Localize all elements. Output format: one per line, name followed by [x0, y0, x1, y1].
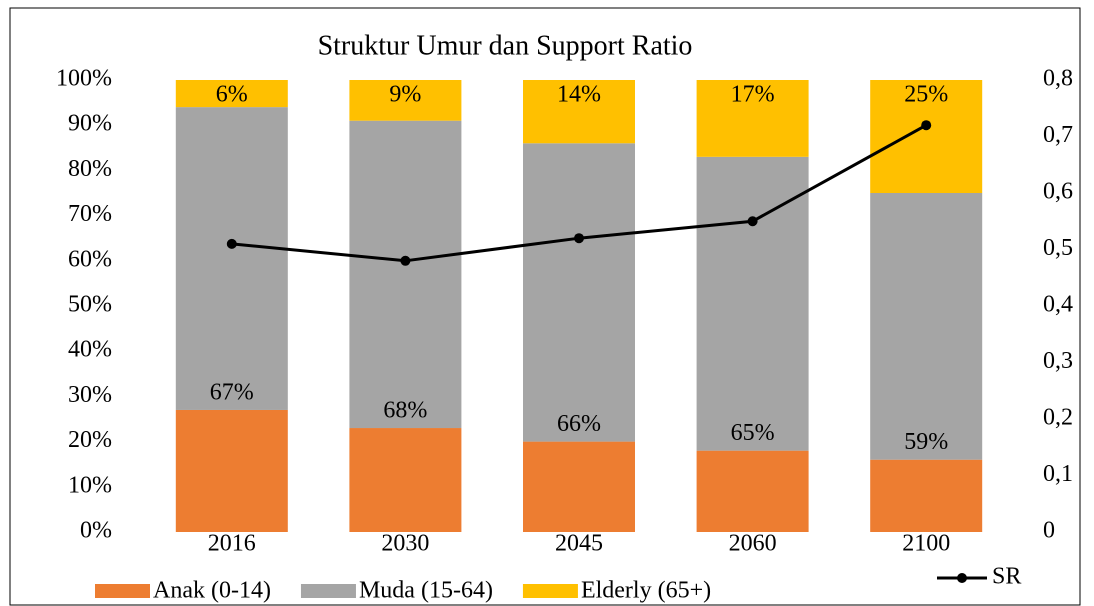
y2-tick-label: 0,1: [1043, 461, 1073, 487]
bar-segment: [870, 80, 983, 193]
bar-segment: [349, 428, 462, 532]
bar-segment: [523, 441, 635, 532]
x-tick-label: 2045: [555, 531, 603, 557]
data-label: 25%: [904, 82, 948, 108]
y-tick-label: 80%: [68, 156, 112, 182]
sr-marker: [400, 255, 411, 266]
y2-tick-label: 0,7: [1043, 122, 1073, 148]
y2-tick-label: 0,2: [1043, 405, 1073, 431]
bar-segment: [696, 80, 809, 157]
data-label: 59%: [904, 429, 948, 455]
legend-swatch: [522, 584, 578, 598]
bar-segment: [523, 80, 635, 144]
x-tick-label: 2016: [208, 531, 256, 557]
y-tick-label: 40%: [68, 337, 112, 363]
sr-marker: [921, 120, 932, 131]
y-tick-label: 100%: [56, 66, 112, 92]
y2-tick-label: 0,4: [1043, 292, 1073, 318]
sr-marker: [747, 216, 758, 227]
x-tick-label: 2100: [902, 531, 950, 557]
data-label: 65%: [731, 420, 775, 446]
data-label: 66%: [557, 411, 601, 437]
x-tick-label: 2060: [729, 531, 777, 557]
bar-segment: [696, 450, 809, 532]
bar-segment: [349, 80, 462, 121]
y-tick-label: 50%: [68, 292, 112, 318]
legend-swatch: [300, 584, 356, 598]
sr-marker: [226, 238, 237, 249]
legend-label: Elderly (65+): [581, 578, 711, 604]
data-label: 6%: [216, 82, 248, 108]
bar-segment: [696, 156, 809, 451]
y-tick-label: 70%: [68, 201, 112, 227]
bar-segment: [870, 193, 983, 460]
sr-marker: [574, 233, 584, 244]
chart-title: Struktur Umur dan Support Ratio: [318, 30, 693, 61]
y-tick-label: 20%: [68, 427, 112, 453]
data-label: 14%: [557, 82, 601, 108]
data-label: 68%: [383, 398, 427, 424]
legend-swatch: [95, 584, 150, 598]
data-label: 67%: [210, 379, 254, 405]
y-tick-label: 10%: [68, 472, 112, 498]
y2-tick-label: 0,5: [1043, 235, 1073, 261]
y-tick-label: 30%: [68, 382, 112, 408]
legend-label: Anak (0-14): [153, 578, 271, 604]
y-tick-label: 90%: [68, 111, 112, 137]
data-label: 9%: [389, 82, 421, 108]
legend-marker: [957, 573, 967, 583]
legend-label: SR: [992, 564, 1021, 590]
bar-segment: [175, 107, 288, 410]
y2-tick-label: 0,8: [1043, 66, 1073, 92]
y2-tick-label: 0,3: [1043, 348, 1073, 374]
bar-segment: [175, 80, 288, 108]
x-tick-label: 2030: [381, 531, 429, 557]
bar-segment: [349, 120, 462, 429]
bar-segment: [523, 143, 635, 442]
y2-tick-label: 0,6: [1043, 179, 1073, 205]
data-label: 17%: [731, 82, 775, 108]
bar-segment: [870, 459, 983, 532]
y-tick-label: 60%: [68, 246, 112, 272]
bar-segment: [175, 409, 288, 532]
y2-tick-label: 0: [1043, 518, 1055, 544]
y-tick-label: 0%: [80, 518, 112, 544]
legend-label: Muda (15-64): [359, 578, 493, 604]
